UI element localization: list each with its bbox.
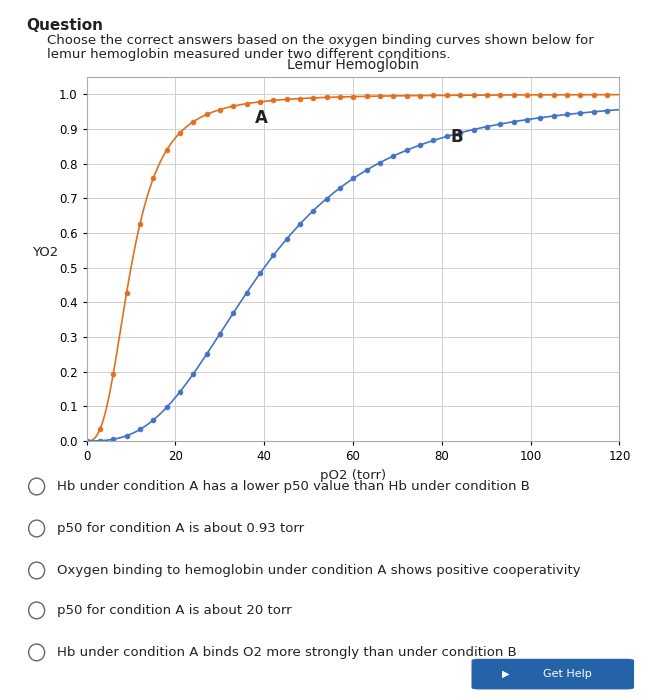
Text: Question: Question	[27, 18, 104, 32]
Text: Hb under condition A has a lower p50 value than Hb under condition B: Hb under condition A has a lower p50 val…	[57, 480, 529, 493]
FancyBboxPatch shape	[472, 659, 633, 689]
Y-axis label: YO2: YO2	[32, 246, 58, 259]
Text: Get Help: Get Help	[543, 669, 592, 679]
Text: lemur hemoglobin measured under two different conditions.: lemur hemoglobin measured under two diff…	[47, 48, 450, 61]
Text: B: B	[451, 127, 464, 146]
Text: p50 for condition A is about 0.93 torr: p50 for condition A is about 0.93 torr	[57, 522, 304, 535]
Text: ▶: ▶	[502, 669, 509, 679]
Text: Hb under condition A binds O2 more strongly than under condition B: Hb under condition A binds O2 more stron…	[57, 646, 516, 659]
Title: Lemur Hemoglobin: Lemur Hemoglobin	[287, 57, 419, 71]
Text: Choose the correct answers based on the oxygen binding curves shown below for: Choose the correct answers based on the …	[47, 34, 593, 47]
Text: A: A	[255, 109, 268, 127]
Text: Oxygen binding to hemoglobin under condition A shows positive cooperativity: Oxygen binding to hemoglobin under condi…	[57, 564, 580, 577]
Text: p50 for condition A is about 20 torr: p50 for condition A is about 20 torr	[57, 604, 291, 617]
X-axis label: pO2 (torr): pO2 (torr)	[320, 468, 386, 482]
